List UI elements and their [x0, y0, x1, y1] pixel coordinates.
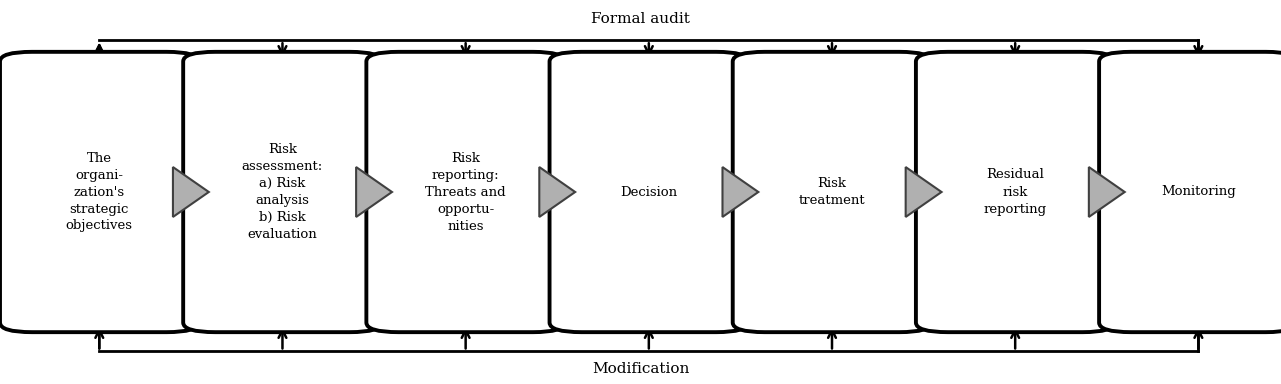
Text: Risk
reporting:
Threats and
opportu-
nities: Risk reporting: Threats and opportu- nit…	[425, 152, 506, 232]
FancyBboxPatch shape	[0, 52, 199, 332]
Text: Risk
treatment: Risk treatment	[798, 177, 866, 207]
FancyBboxPatch shape	[550, 52, 748, 332]
Text: Residual
risk
reporting: Residual risk reporting	[984, 169, 1047, 215]
Text: Formal audit: Formal audit	[591, 12, 690, 25]
Text: Monitoring: Monitoring	[1161, 185, 1236, 199]
FancyBboxPatch shape	[183, 52, 382, 332]
Polygon shape	[1089, 167, 1125, 217]
Text: The
organi-
zation's
strategic
objectives: The organi- zation's strategic objective…	[65, 152, 133, 232]
Polygon shape	[722, 167, 758, 217]
FancyBboxPatch shape	[366, 52, 565, 332]
FancyBboxPatch shape	[916, 52, 1114, 332]
Polygon shape	[356, 167, 392, 217]
FancyBboxPatch shape	[1099, 52, 1281, 332]
Text: Risk
assessment:
a) Risk
analysis
b) Risk
evaluation: Risk assessment: a) Risk analysis b) Ris…	[242, 143, 323, 241]
FancyBboxPatch shape	[733, 52, 931, 332]
Text: Decision: Decision	[620, 185, 678, 199]
Polygon shape	[173, 167, 209, 217]
Polygon shape	[539, 167, 575, 217]
Polygon shape	[906, 167, 942, 217]
Text: Modification: Modification	[592, 362, 689, 376]
